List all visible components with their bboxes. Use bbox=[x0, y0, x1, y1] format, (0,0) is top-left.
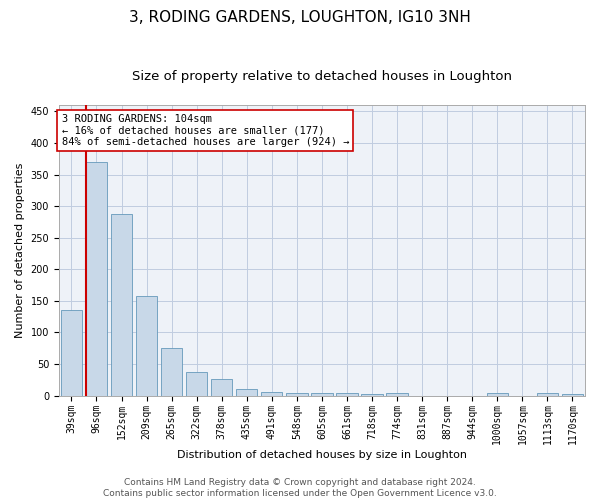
Bar bbox=[161, 348, 182, 396]
Bar bbox=[136, 296, 157, 396]
Bar bbox=[386, 393, 408, 396]
Bar bbox=[562, 394, 583, 396]
Bar bbox=[311, 393, 332, 396]
Bar bbox=[361, 394, 383, 396]
Bar bbox=[286, 392, 308, 396]
X-axis label: Distribution of detached houses by size in Loughton: Distribution of detached houses by size … bbox=[177, 450, 467, 460]
Bar bbox=[86, 162, 107, 396]
Bar bbox=[487, 393, 508, 396]
Text: 3, RODING GARDENS, LOUGHTON, IG10 3NH: 3, RODING GARDENS, LOUGHTON, IG10 3NH bbox=[129, 10, 471, 25]
Bar bbox=[236, 390, 257, 396]
Text: Contains HM Land Registry data © Crown copyright and database right 2024.
Contai: Contains HM Land Registry data © Crown c… bbox=[103, 478, 497, 498]
Text: 3 RODING GARDENS: 104sqm
← 16% of detached houses are smaller (177)
84% of semi-: 3 RODING GARDENS: 104sqm ← 16% of detach… bbox=[62, 114, 349, 147]
Bar bbox=[537, 393, 558, 396]
Bar bbox=[61, 310, 82, 396]
Title: Size of property relative to detached houses in Loughton: Size of property relative to detached ho… bbox=[132, 70, 512, 83]
Bar bbox=[111, 214, 132, 396]
Bar bbox=[211, 378, 232, 396]
Bar bbox=[337, 393, 358, 396]
Y-axis label: Number of detached properties: Number of detached properties bbox=[15, 162, 25, 338]
Bar bbox=[261, 392, 283, 396]
Bar bbox=[186, 372, 208, 396]
